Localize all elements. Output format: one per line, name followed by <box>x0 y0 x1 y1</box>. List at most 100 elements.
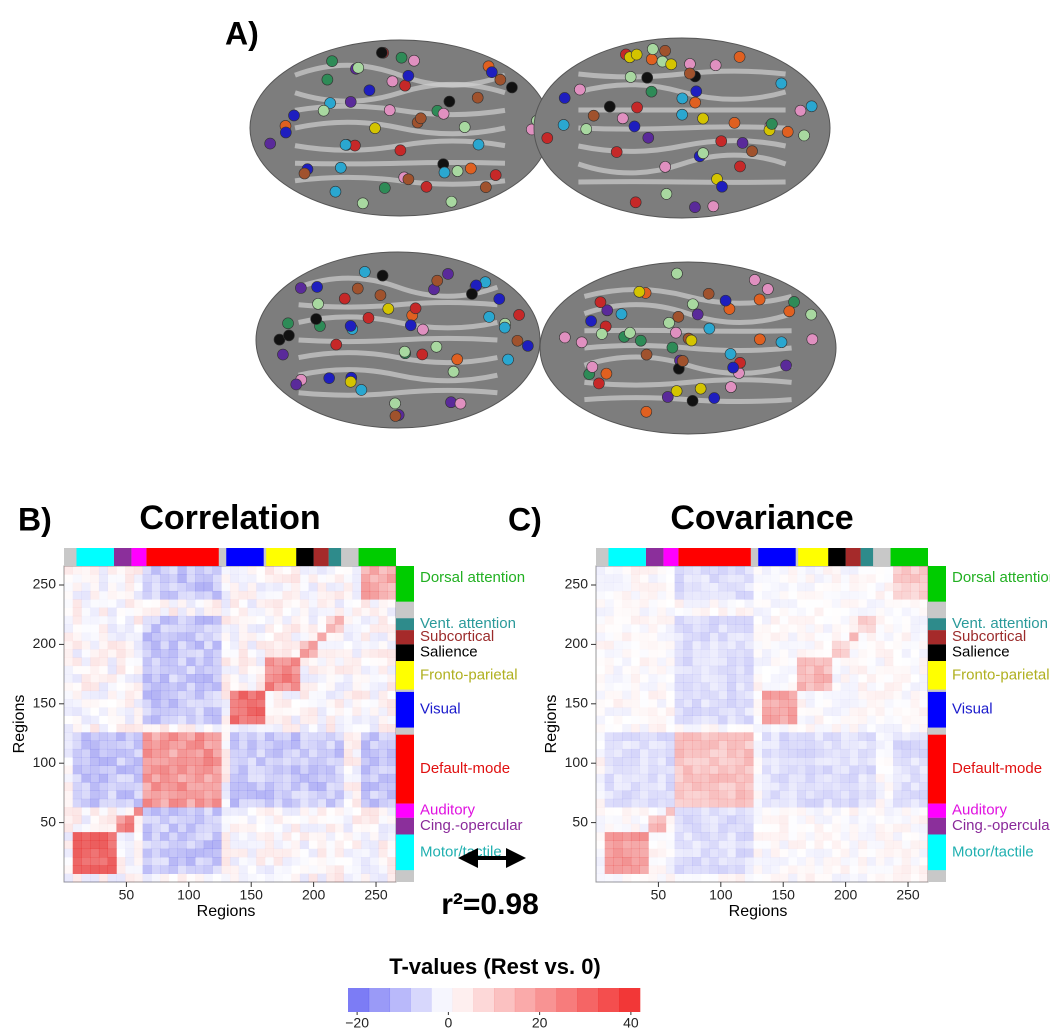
network-strip-right-segment <box>928 818 946 835</box>
matrix-cell <box>657 566 666 575</box>
matrix-cell <box>370 583 379 592</box>
matrix-cell <box>849 840 858 849</box>
matrix-cell <box>256 824 265 833</box>
x-tick-label: 50 <box>119 887 135 903</box>
matrix-cell <box>605 574 614 583</box>
matrix-cell <box>186 749 195 758</box>
matrix-cell <box>73 616 82 625</box>
matrix-cell <box>806 857 815 866</box>
matrix-cell <box>247 857 256 866</box>
matrix-cell <box>274 583 283 592</box>
matrix-cell <box>169 707 178 716</box>
matrix-cell <box>326 599 335 608</box>
matrix-cell <box>247 608 256 617</box>
matrix-cell <box>605 699 614 708</box>
matrix-cell <box>683 591 692 600</box>
matrix-cell <box>195 599 204 608</box>
matrix-cell <box>73 682 82 691</box>
matrix-cell <box>256 616 265 625</box>
matrix-cell <box>239 633 248 642</box>
matrix-cell <box>727 874 736 883</box>
matrix-cell <box>99 699 108 708</box>
matrix-cell <box>361 583 370 592</box>
matrix-cell <box>876 616 885 625</box>
matrix-cell <box>753 666 762 675</box>
matrix-cell <box>841 633 850 642</box>
matrix-cell <box>841 674 850 683</box>
matrix-cell <box>265 591 274 600</box>
matrix-cell <box>666 857 675 866</box>
matrix-cell <box>116 724 125 733</box>
matrix-cell <box>806 716 815 725</box>
matrix-cell <box>613 657 622 666</box>
matrix-cell <box>361 865 370 874</box>
region-node <box>558 119 569 130</box>
panel-title: Correlation <box>139 499 320 537</box>
matrix-cell <box>256 583 265 592</box>
matrix-cell <box>361 674 370 683</box>
matrix-cell <box>169 815 178 824</box>
matrix-cell <box>666 741 675 750</box>
matrix-cell <box>893 757 902 766</box>
matrix-cell <box>282 624 291 633</box>
matrix-cell <box>849 782 858 791</box>
matrix-cell <box>849 608 858 617</box>
matrix-cell <box>876 657 885 666</box>
matrix-cell <box>204 791 213 800</box>
matrix-cell <box>125 633 134 642</box>
matrix-cell <box>797 749 806 758</box>
matrix-cell <box>151 732 160 741</box>
matrix-cell <box>64 749 73 758</box>
matrix-cell <box>753 865 762 874</box>
matrix-cell <box>361 732 370 741</box>
matrix-cell <box>919 574 928 583</box>
matrix-cell <box>718 691 727 700</box>
matrix-cell <box>902 849 911 858</box>
matrix-cell <box>832 599 841 608</box>
matrix-cell <box>867 849 876 858</box>
region-node <box>617 113 628 124</box>
matrix-cell <box>352 840 361 849</box>
matrix-cell <box>204 657 213 666</box>
matrix-cell <box>230 782 239 791</box>
matrix-cell <box>622 707 631 716</box>
matrix-cell <box>605 874 614 883</box>
matrix-cell <box>911 724 920 733</box>
matrix-cell <box>326 649 335 658</box>
matrix-cell <box>867 624 876 633</box>
region-node <box>542 133 553 144</box>
network-label: Default-mode <box>420 760 510 777</box>
matrix-cell <box>771 799 780 808</box>
matrix-cell <box>387 566 396 575</box>
matrix-cell <box>876 791 885 800</box>
matrix-cell <box>186 724 195 733</box>
matrix-cell <box>841 807 850 816</box>
matrix-cell <box>90 799 99 808</box>
matrix-cell <box>274 591 283 600</box>
matrix-cell <box>370 599 379 608</box>
matrix-cell <box>727 682 736 691</box>
matrix-cell <box>675 832 684 841</box>
matrix-cell <box>666 699 675 708</box>
matrix-cell <box>736 791 745 800</box>
matrix-cell <box>814 724 823 733</box>
matrix-cell <box>631 815 640 824</box>
matrix-cell <box>657 599 666 608</box>
matrix-cell <box>841 566 850 575</box>
matrix-cell <box>387 616 396 625</box>
matrix-cell <box>919 849 928 858</box>
matrix-cell <box>186 699 195 708</box>
matrix-cell <box>221 574 230 583</box>
matrix-cell <box>81 707 90 716</box>
region-node <box>642 72 653 83</box>
matrix-cell <box>335 724 344 733</box>
matrix-cell <box>788 716 797 725</box>
matrix-cell <box>762 807 771 816</box>
matrix-cell <box>178 707 187 716</box>
matrix-cell <box>841 832 850 841</box>
matrix-cell <box>893 749 902 758</box>
matrix-cell <box>683 741 692 750</box>
matrix-cell <box>613 757 622 766</box>
matrix-cell <box>867 791 876 800</box>
network-label: Salience <box>420 644 478 661</box>
